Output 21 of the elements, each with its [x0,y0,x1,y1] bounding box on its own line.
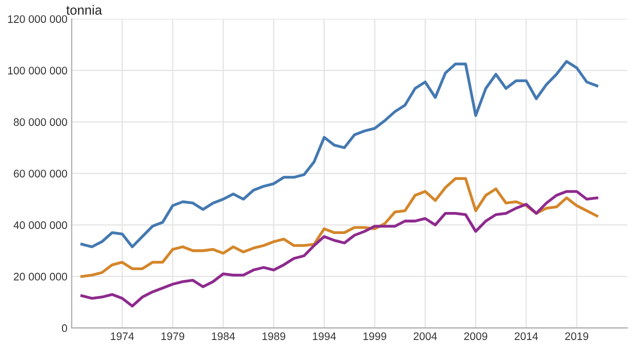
y-axis-title: tonnia [66,5,102,15]
x-tick-label: 2014 [514,332,538,340]
x-tick-label: 1989 [262,332,286,340]
x-tick-label: 1994 [312,332,336,340]
y-tick-label: 0 [62,324,68,332]
x-tick-label: 1979 [161,332,184,340]
x-tick-label: 2004 [414,332,437,340]
x-tick-label: 1974 [110,332,134,340]
y-tick-label: 80 000 000 [14,118,68,126]
y-tick-label: 40 000 000 [14,221,68,229]
x-tick-label: 1984 [212,332,235,340]
y-tick-label: 20 000 000 [14,272,68,280]
line-series [80,190,598,308]
x-tick-label: 1999 [363,332,386,340]
y-tick-label: 120 000 000 [8,15,68,23]
y-tick-label: 100 000 000 [8,66,68,74]
line-series [80,60,598,248]
x-tick-label: 2009 [464,332,488,340]
y-tick-label: 60 000 000 [14,170,68,178]
line-series [80,177,598,278]
x-tick-label: 2019 [565,332,588,340]
